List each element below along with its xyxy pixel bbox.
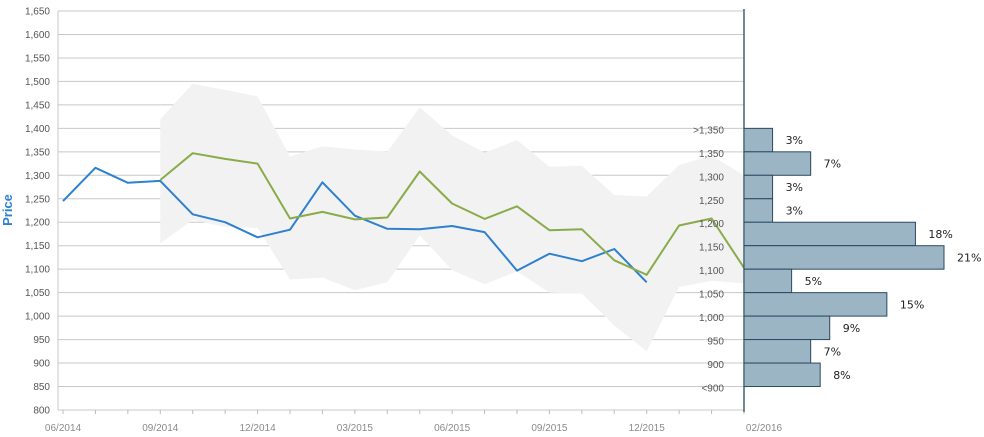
x-tick-label: 03/2015: [337, 423, 374, 434]
histogram-bucket-label: 950: [707, 337, 724, 348]
price-series: [62, 152, 745, 283]
histogram-percent-label: 18%: [928, 228, 952, 241]
histogram-bar: [743, 362, 821, 388]
distribution-histogram: 3% >1,350 7% 1,350 3% 1,300 3% 1,250 18% 1,200 21%…: [693, 125, 981, 394]
histogram-bucket-label: 1,250: [699, 196, 724, 207]
x-tick-label: 02/2016: [746, 423, 783, 434]
histogram-bar: [743, 315, 831, 341]
y-tick-label: 1,600: [25, 30, 50, 41]
histogram-bar: [743, 198, 774, 223]
axes: 800 850 900 950 1,000 1,050 1,100 1,150 1,200 1,2…: [25, 7, 783, 435]
forecast-band: [160, 83, 745, 352]
histogram-percent-label: 8%: [833, 369, 850, 382]
histogram-bucket-label: 900: [707, 360, 724, 371]
x-tick-label: 06/2015: [434, 423, 471, 434]
y-tick-label: 1,550: [25, 53, 50, 64]
histogram-bucket-label: <900: [701, 384, 724, 395]
histogram-bar: [743, 245, 945, 270]
x-tick-label: 06/2014: [45, 423, 82, 434]
histogram-percent-label: 7%: [824, 345, 841, 358]
y-tick-label: 1,500: [25, 77, 50, 88]
histogram-bucket-label: 1,200: [699, 219, 724, 230]
y-tick-label: 950: [33, 335, 50, 346]
histogram-bar: [743, 292, 888, 317]
forecast-band-area: [160, 83, 745, 352]
y-tick-label: 1,150: [25, 241, 50, 252]
y-axis-title: Price: [0, 194, 15, 226]
histogram-bucket-label: 1,050: [699, 290, 724, 301]
projected-price-line: [159, 152, 745, 276]
y-tick-label: 1,200: [25, 218, 50, 229]
histogram-percent-label: 15%: [900, 298, 924, 311]
histogram-bucket-label: 1,300: [699, 172, 724, 183]
y-tick-label: 1,050: [25, 288, 50, 299]
histogram-bucket-label: >1,350: [693, 125, 724, 136]
histogram-bar: [743, 174, 774, 200]
histogram-percent-label: 9%: [843, 322, 860, 335]
histogram-percent-label: 3%: [786, 181, 803, 194]
histogram-percent-label: 3%: [786, 205, 803, 218]
histogram-percent-label: 21%: [957, 251, 981, 264]
x-tick-label: 09/2014: [142, 423, 179, 434]
y-tick-label: 850: [33, 382, 50, 393]
x-tick-label: 12/2014: [239, 423, 276, 434]
y-tick-label: 1,350: [25, 147, 50, 158]
histogram-bar: [743, 339, 812, 364]
histogram-bar: [743, 151, 812, 176]
x-tick-label: 09/2015: [531, 423, 568, 434]
histogram-bucket-label: 1,150: [699, 243, 724, 254]
actual-price-line: [62, 166, 648, 283]
histogram-bucket-label: 1,000: [699, 313, 724, 324]
y-tick-label: 1,100: [25, 265, 50, 276]
histogram-percent-label: 5%: [805, 275, 822, 288]
histogram-percent-label: 3%: [786, 134, 803, 147]
y-tick-label: 1,650: [25, 7, 50, 18]
histogram-bucket-label: 1,350: [699, 149, 724, 160]
histogram-bar: [743, 127, 774, 153]
y-tick-label: 1,300: [25, 171, 50, 182]
histogram-bar: [743, 221, 916, 247]
y-tick-label: 800: [33, 406, 50, 417]
histogram-bucket-label: 1,100: [699, 266, 724, 277]
y-tick-label: 1,250: [25, 194, 50, 205]
y-tick-label: 1,400: [25, 124, 50, 135]
histogram-percent-label: 7%: [824, 158, 841, 171]
histogram-bar: [743, 268, 793, 294]
y-tick-label: 1,450: [25, 100, 50, 111]
y-tick-label: 1,000: [25, 312, 50, 323]
x-tick-label: 12/2015: [629, 423, 666, 434]
y-tick-label: 900: [33, 359, 50, 370]
